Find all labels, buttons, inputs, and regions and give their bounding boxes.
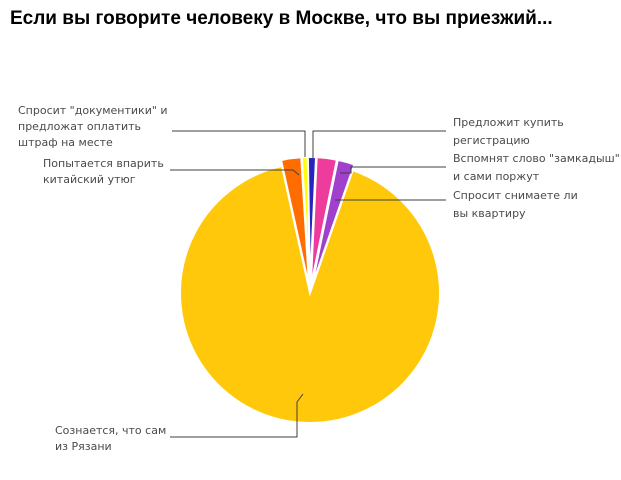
callout-registration: Предложит купить регистрацию <box>453 116 564 147</box>
callout-iron: Попытается впарить китайский утюг <box>43 157 164 186</box>
leader-line-registration <box>312 130 446 160</box>
pie-slices-group <box>179 156 441 424</box>
chart-title: Если вы говорите человеку в Москве, что … <box>10 8 553 29</box>
callout-zamkadysh: Вспомнят слово "замкадыш" и сами поржут <box>453 152 620 183</box>
leader-line-zamkadysh <box>340 166 446 174</box>
leader-line-iron <box>170 169 300 176</box>
leader-line-docs <box>172 130 306 157</box>
pie-slice-6 <box>179 164 441 424</box>
callout-apartment: Спросит снимаете ли вы квартиру <box>453 189 578 220</box>
leader-line-ryazan <box>170 393 304 438</box>
callout-docs: Спросит "документики" и предложат оплати… <box>18 104 168 149</box>
callout-ryazan: Сознается, что сам из Рязани <box>55 424 167 453</box>
leader-lines-group <box>170 130 446 438</box>
